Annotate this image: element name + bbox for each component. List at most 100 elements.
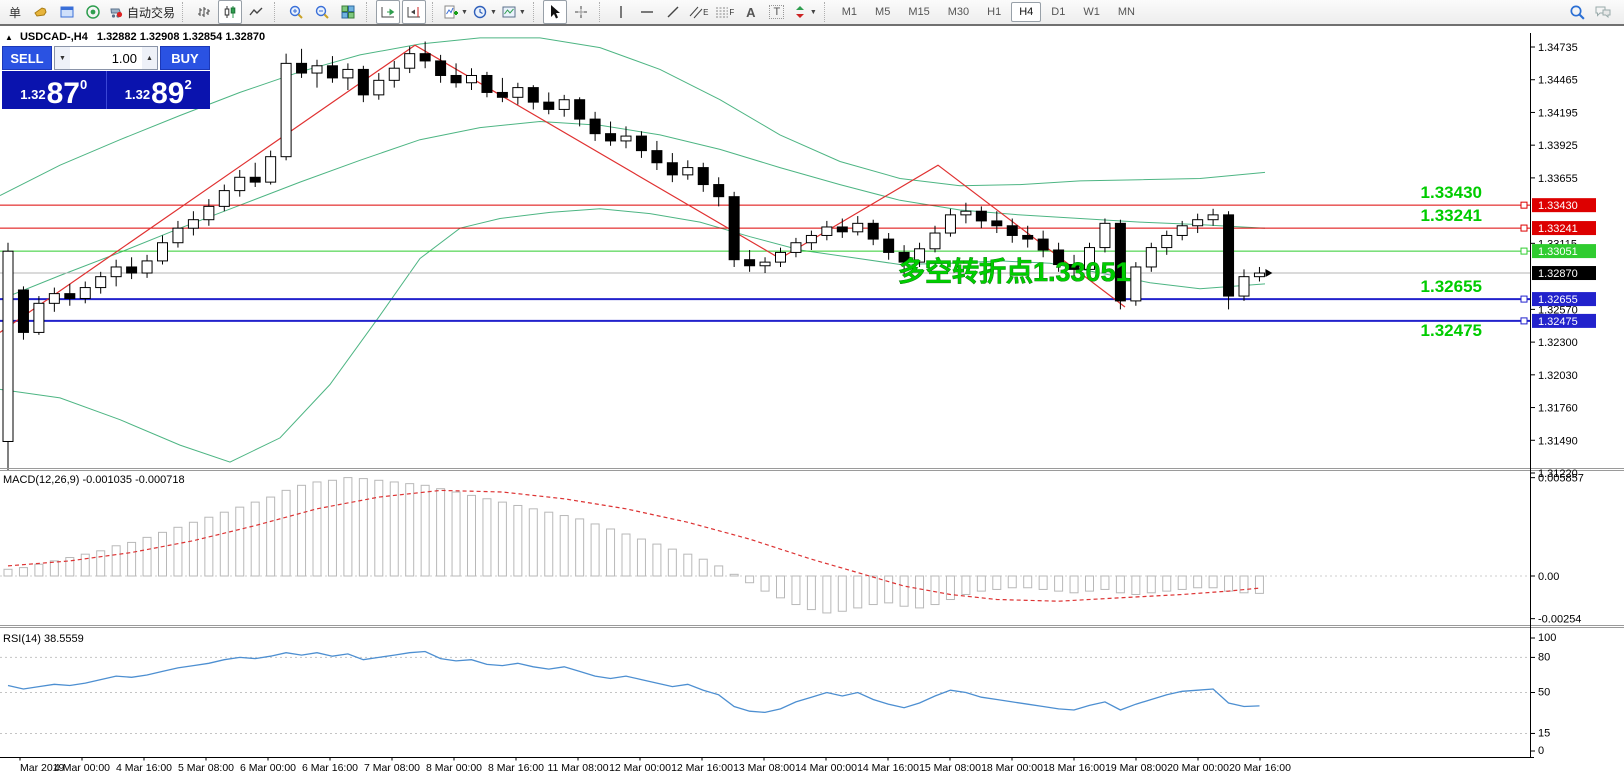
zoom-in-button[interactable] [284,0,308,24]
price-tick-label: 1.34465 [1538,75,1578,87]
level-handle[interactable] [1520,317,1528,325]
sell-price-big: 87 [46,76,80,110]
level-handle[interactable] [1520,295,1528,303]
buy-price[interactable]: 1.32 89 2 [107,71,211,109]
macd-bar [806,575,816,611]
candle-body [944,214,956,234]
search-button[interactable] [1565,0,1589,24]
trendline-button[interactable] [661,0,685,24]
time-tick-label: 12 Mar 00:00 [609,762,671,774]
green-price-label: 1.32655 [1421,277,1482,296]
candlestick-chart-button[interactable] [218,0,243,24]
candle-body [1053,249,1065,266]
new-chart-button[interactable] [55,0,79,24]
volume-down-button[interactable]: ▼ [55,47,70,69]
chart-shift-button[interactable] [402,0,427,24]
timeframe-M1[interactable]: M1 [841,6,858,18]
indicators-button[interactable]: ▼ [442,0,469,24]
candle-body [1207,214,1219,221]
macd-bar [992,575,1002,590]
auto-scroll-button[interactable] [376,0,401,24]
timeframe-M30[interactable]: M30 [947,6,970,18]
macd-bar [667,548,677,577]
candle-body [805,234,817,244]
macd-bar [1224,575,1234,592]
fibonacci-letter: F [729,7,735,17]
level-handle[interactable] [1520,247,1528,255]
macd-bar [358,478,368,577]
zoom-out-button[interactable] [310,0,334,24]
timeframe-MN[interactable]: MN [1117,6,1135,18]
new-order-button[interactable]: 单 [3,0,27,24]
chart-canvas[interactable]: 1.347351.344651.341951.339251.336551.331… [0,28,1624,775]
macd-bar [1254,575,1264,594]
arrows-button[interactable]: ▼ [791,0,818,24]
dropdown-arrow-icon: ▼ [461,8,468,16]
toolbar-separator [182,2,187,22]
symbol-timeframe: USDCAD-,H4 [19,31,88,43]
toolbar-right-group [1564,0,1622,24]
bar-chart-button[interactable] [192,0,216,24]
timeframe-W1[interactable]: W1 [1083,6,1100,18]
new-order-label: 单 [8,5,21,20]
one-click-trading-panel: SELL ▼ ▲ BUY 1.32 87 0 1.32 89 2 [2,46,210,109]
timeframe-H1[interactable]: H1 [987,6,1002,18]
crosshair-button[interactable] [569,0,593,24]
candle-body [1192,219,1204,227]
macd-bar [142,536,152,577]
auto-trading-button[interactable]: 自动交易 [107,0,176,24]
chat-button[interactable] [1591,0,1615,24]
candle-body [867,222,879,240]
candle-body [1084,247,1095,270]
templates-button[interactable]: ▼ [500,0,527,24]
sell-label: SELL [10,50,44,66]
candle-body [914,248,926,263]
vertical-line-button[interactable] [609,0,633,24]
price-tag [1532,266,1596,281]
timeframe-M15[interactable]: M15 [908,6,930,18]
price-pointer-icon [1265,269,1273,278]
volume-up-button[interactable]: ▲ [142,47,157,69]
sell-button[interactable]: SELL [2,46,52,70]
collapse-arrow-icon[interactable]: ▲ [5,33,13,42]
macd-bar [791,575,801,606]
time-tick-label: 6 Mar 16:00 [302,762,358,774]
horizontal-line-icon [640,11,653,13]
fibonacci-button[interactable]: F [713,0,737,24]
text-button[interactable]: A [739,0,763,24]
sell-price[interactable]: 1.32 87 0 [2,71,107,109]
horizontal-line-button[interactable] [635,0,659,24]
timeframe-H4[interactable]: H4 [1011,2,1042,22]
macd-bar [837,575,847,612]
candle-body [991,220,1003,227]
equidistant-channel-button[interactable]: E [687,0,711,24]
macd-bar [868,575,878,606]
candle-body [558,99,570,110]
level-handle[interactable] [1520,224,1528,232]
level-handle[interactable] [1520,201,1528,209]
bollinger-lower-band[interactable] [0,208,1266,463]
cursor-button[interactable] [542,0,567,24]
signals-button[interactable] [81,0,105,24]
text-label-button[interactable]: T [765,0,789,24]
bollinger-upper-band[interactable] [0,37,1266,196]
time-tick-label: 8 Mar 16:00 [488,762,544,774]
candle-body [1130,266,1142,302]
candle-body [635,135,647,152]
bar-chart-icon [198,7,211,17]
candle-body [265,156,277,183]
candle-body [373,79,385,96]
macd-bar [1100,575,1110,590]
tile-windows-button[interactable] [336,0,360,24]
price-tick-label: 1.31490 [1538,435,1578,447]
candle-body [2,250,14,442]
clock-icon [473,5,487,19]
timeframe-D1[interactable]: D1 [1051,6,1066,18]
data-window-icon[interactable] [29,0,53,24]
timeframe-M5[interactable]: M5 [875,6,891,18]
arrows-icon [795,6,804,18]
volume-input[interactable] [70,47,142,69]
periods-button[interactable]: ▼ [471,0,498,24]
buy-button[interactable]: BUY [160,46,210,70]
line-chart-button[interactable] [244,0,268,24]
